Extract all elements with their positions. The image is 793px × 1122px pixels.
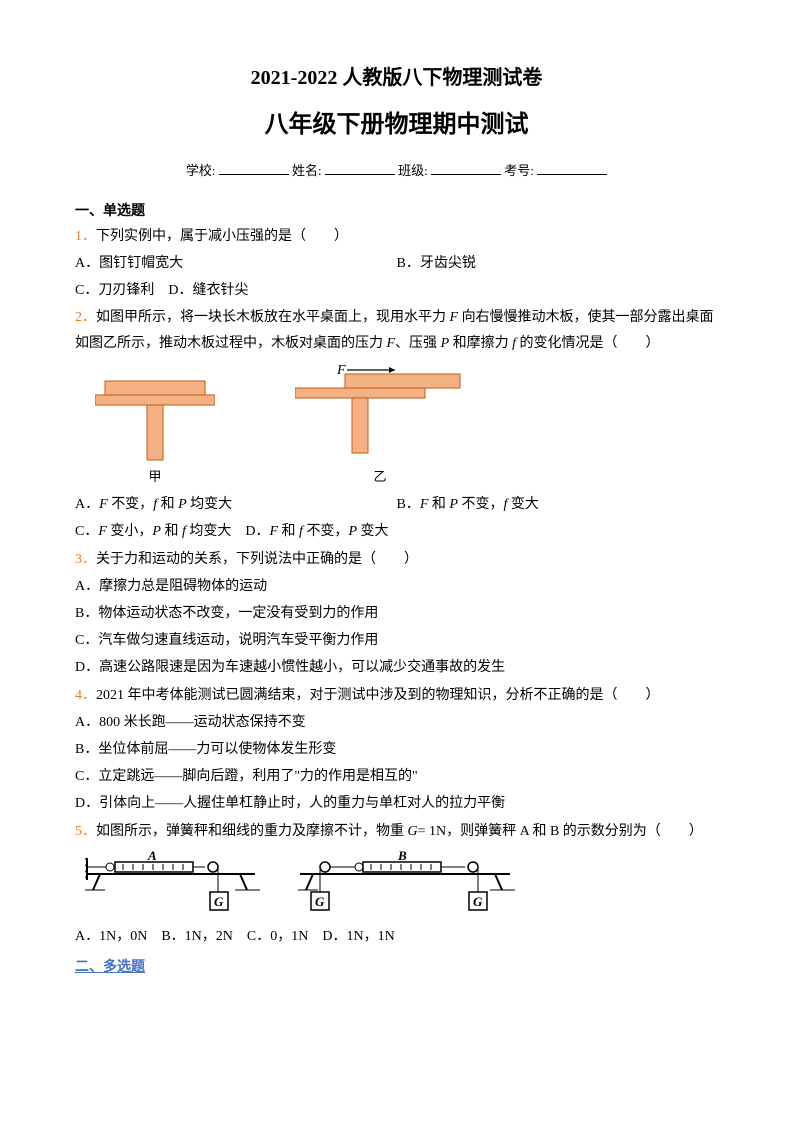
q5-fig-a: G A — [85, 850, 265, 920]
q2-F-2: F — [387, 336, 396, 351]
info-class-label: 班级: — [398, 163, 431, 178]
section-2-header: 二、多选题 — [75, 955, 718, 980]
q5-text-p2: = 1N，则弹簧秤 A 和 B 的示数分别为（ ） — [418, 824, 703, 839]
school-blank[interactable] — [219, 161, 289, 175]
q1-opt-a: A．图钉钉帽宽大 — [75, 251, 397, 276]
q3-opt-a: A．摩擦力总是阻碍物体的运动 — [75, 574, 718, 599]
q3-opt-d: D．高速公路限速是因为车速越小惯性越小，可以减少交通事故的发生 — [75, 655, 718, 680]
q2-opt-b: B．F 和 P 不变，f 变大 — [397, 492, 539, 517]
q5-fig-a-G: G — [214, 894, 224, 909]
q3-opt-b: B．物体运动状态不改变，一定没有受到力的作用 — [75, 601, 718, 626]
q2-text-p5: 的变化情况是（ ） — [516, 336, 660, 351]
q4-opt-d: D．引体向上——人握住单杠静止时，人的重力与单杠对人的拉力平衡 — [75, 791, 718, 816]
q5-fig-b-G2: G — [473, 894, 483, 909]
q3-text: 关于力和运动的关系，下列说法中正确的是（ ） — [96, 552, 418, 567]
q4-text: 2021 年中考体能测试已圆满结束，对于测试中涉及到的物理知识，分析不正确的是（… — [96, 688, 660, 703]
q2-text-p3: 、压强 — [395, 336, 441, 351]
q1-options-row2: C．刀刃锋利 D．缝衣针尖 — [75, 278, 718, 303]
q2-options-row1: A．F 不变，f 和 P 均变大 B．F 和 P 不变，f 变大 — [75, 492, 718, 517]
q4-opt-c: C．立定跳远——脚向后蹬，利用了"力的作用是相互的" — [75, 764, 718, 789]
q1-opt-b: B．牙齿尖锐 — [397, 251, 476, 276]
q2-number: 2． — [75, 310, 96, 325]
q5-opt-b: B．1N，2N — [161, 929, 233, 944]
student-info-line: 学校: 姓名: 班级: 考号: — [75, 159, 718, 182]
q1-text: 下列实例中，属于减小压强的是（ ） — [96, 229, 348, 244]
id-blank[interactable] — [537, 161, 607, 175]
q4-opt-a: A．800 米长跑——运动状态保持不变 — [75, 710, 718, 735]
q5-opt-a: A．1N，0N — [75, 929, 147, 944]
q2-text-p1: 如图甲所示，将一块长木板放在水平桌面上，现用水平力 — [96, 310, 450, 325]
question-1: 1．下列实例中，属于减小压强的是（ ） — [75, 224, 718, 249]
exam-title-2: 八年级下册物理期中测试 — [75, 104, 718, 147]
info-school-label: 学校: — [186, 163, 219, 178]
q2-figures: 甲 F 乙 — [95, 364, 718, 489]
q2-text-p4: 和摩擦力 — [449, 336, 512, 351]
q5-fig-b-G1: G — [315, 894, 325, 909]
fig-jia-label: 甲 — [95, 465, 215, 488]
q1-opt-d: D．缝衣针尖 — [168, 283, 248, 298]
section-1-header: 一、单选题 — [75, 199, 718, 224]
q2-options-row2: C．F 变小，P 和 f 均变大 D．F 和 f 不变，P 变大 — [75, 519, 718, 544]
q1-number: 1． — [75, 229, 96, 244]
q2-opt-c: C．F 变小，P 和 f 均变大 — [75, 524, 231, 539]
question-2: 2．如图甲所示，将一块长木板放在水平桌面上，现用水平力 F 向右慢慢推动木板，使… — [75, 305, 718, 355]
q5-G: G — [408, 824, 418, 839]
exam-title-1: 2021-2022 人教版八下物理测试卷 — [75, 60, 718, 96]
question-3: 3．关于力和运动的关系，下列说法中正确的是（ ） — [75, 547, 718, 572]
q5-opt-c: C．0，1N — [247, 929, 308, 944]
q5-number: 5． — [75, 824, 96, 839]
q4-number: 4． — [75, 688, 96, 703]
q2-figure-yi: F 乙 — [295, 364, 465, 489]
info-id-label: 考号: — [504, 163, 537, 178]
q2-P-1: P — [441, 336, 450, 351]
q2-F-1: F — [450, 310, 459, 325]
name-blank[interactable] — [325, 161, 395, 175]
q5-fig-b: G G B — [295, 850, 525, 920]
fig-yi-label: 乙 — [295, 465, 465, 488]
q1-opt-c: C．刀刃锋利 — [75, 283, 154, 298]
q5-fig-b-label: B — [397, 850, 407, 863]
q2-figure-jia: 甲 — [95, 373, 215, 488]
info-name-label: 姓名: — [292, 163, 325, 178]
fig-yi-svg: F — [295, 364, 465, 454]
q5-text-p1: 如图所示，弹簧秤和细线的重力及摩擦不计，物重 — [96, 824, 408, 839]
q5-figures: G A G G B — [85, 850, 718, 920]
q5-options: A．1N，0N B．1N，2N C．0，1N D．1N，1N — [75, 924, 718, 949]
fig-jia-svg — [95, 373, 215, 463]
question-4: 4．2021 年中考体能测试已圆满结束，对于测试中涉及到的物理知识，分析不正确的… — [75, 683, 718, 708]
q3-opt-c: C．汽车做匀速直线运动，说明汽车受平衡力作用 — [75, 628, 718, 653]
q2-opt-d: D．F 和 f 不变，P 变大 — [245, 524, 388, 539]
q4-opt-b: B．坐位体前屈——力可以使物体发生形变 — [75, 737, 718, 762]
q2-opt-a: A．F 不变，f 和 P 均变大 — [75, 492, 397, 517]
question-5: 5．如图所示，弹簧秤和细线的重力及摩擦不计，物重 G= 1N，则弹簧秤 A 和 … — [75, 819, 718, 844]
q5-fig-a-label: A — [147, 850, 157, 863]
class-blank[interactable] — [431, 161, 501, 175]
q1-options-row1: A．图钉钉帽宽大 B．牙齿尖锐 — [75, 251, 718, 276]
q3-number: 3． — [75, 552, 96, 567]
q5-opt-d: D．1N，1N — [322, 929, 394, 944]
